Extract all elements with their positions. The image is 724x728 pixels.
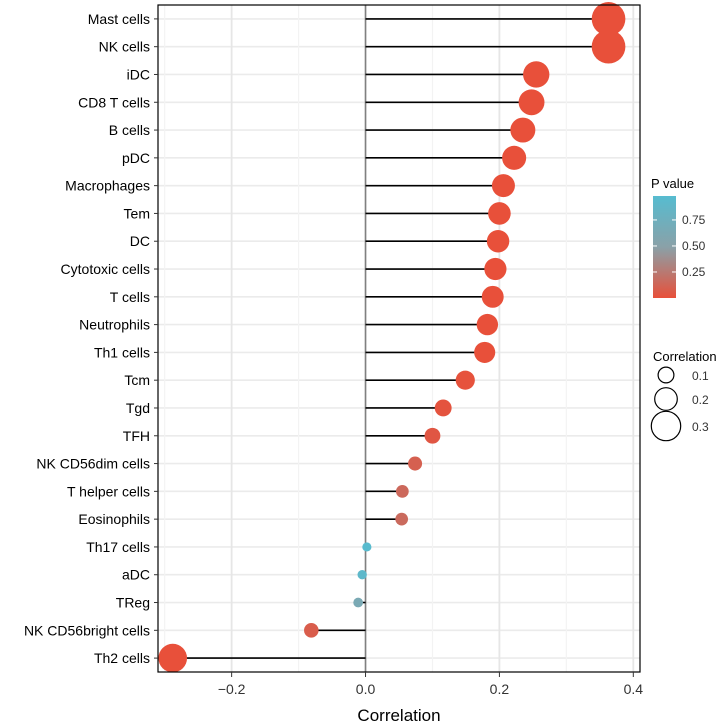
x-tick-label: 0.4 (624, 681, 644, 697)
plot-panel-background (158, 5, 640, 672)
lollipop-dot (353, 597, 364, 608)
x-tick-label: 0.0 (356, 681, 376, 697)
size-legend-items: 0.1 0.2 0.3 (650, 366, 709, 442)
lollipop-dot (484, 257, 507, 281)
size-legend-label: 0.2 (692, 393, 709, 407)
lollipop-dot (434, 399, 452, 417)
correlation-size-legend: Correlation 0.1 0.2 0.3 (650, 349, 717, 442)
category-label: DC (130, 233, 150, 249)
lollipop-dot (491, 174, 515, 198)
size-legend-circle (654, 387, 678, 411)
lollipop-dot (481, 285, 504, 308)
dot-layer (158, 2, 626, 673)
colorbar-tick-label: 0.50 (682, 239, 706, 253)
size-legend-label: 0.3 (692, 420, 709, 434)
category-label: NK CD56dim cells (36, 456, 150, 472)
category-label: NK cells (99, 39, 150, 55)
category-label: Th2 cells (94, 650, 150, 666)
lollipop-dot (518, 89, 545, 116)
category-label: Neutrophils (79, 317, 150, 333)
lollipop-dot (158, 643, 188, 673)
category-label: Th17 cells (86, 539, 150, 555)
category-label: T helper cells (67, 483, 150, 499)
lollipop-dot (362, 542, 372, 552)
stem-layer (172, 18, 609, 659)
x-tick-label: −0.2 (218, 681, 246, 697)
category-label: Tgd (126, 400, 150, 416)
category-label: Macrophages (65, 178, 150, 194)
p-value-legend: P value 0.75 0.50 0.25 (651, 176, 706, 298)
lollipop-dot (474, 341, 496, 363)
lollipop-dot (357, 570, 367, 580)
lollipop-dot (395, 512, 409, 526)
x-tick-label: 0.2 (490, 681, 510, 697)
category-label: NK CD56bright cells (24, 622, 150, 638)
lollipop-dot (502, 145, 527, 170)
size-legend-circle (650, 410, 682, 442)
category-label: Tem (124, 205, 150, 221)
category-label: TReg (116, 595, 150, 611)
category-label: Eosinophils (78, 511, 150, 527)
category-label: T cells (110, 289, 150, 305)
p-value-colorbar (653, 196, 676, 298)
size-legend-circle (657, 366, 675, 384)
category-label: Cytotoxic cells (61, 261, 150, 277)
plot-panel-border (157, 4, 641, 673)
lollipop-dot (591, 29, 626, 64)
p-value-legend-ticks: 0.75 0.50 0.25 (653, 213, 706, 279)
size-legend-label: 0.1 (692, 369, 709, 383)
lollipop-dot (523, 61, 550, 88)
x-axis-title: Correlation (357, 706, 440, 725)
category-label: B cells (109, 122, 150, 138)
lollipop-dot (486, 229, 510, 253)
lollipop-dot (476, 313, 499, 336)
x-axis-ticks: −0.2 0.0 0.2 0.4 (218, 672, 643, 697)
category-label: aDC (122, 567, 150, 583)
colorbar-tick-label: 0.75 (682, 213, 706, 227)
lollipop-dot (591, 2, 626, 36)
category-label: TFH (123, 428, 150, 444)
category-label: Th1 cells (94, 344, 150, 360)
size-legend-title: Correlation (653, 349, 717, 364)
category-labels: Mast cells NK cells iDC CD8 T cells B cells p… (24, 11, 158, 666)
lollipop-dot (395, 484, 409, 498)
category-label: iDC (127, 66, 150, 82)
colorbar-tick-label: 0.25 (682, 265, 706, 279)
category-label: CD8 T cells (78, 94, 150, 110)
lollipop-dot (424, 427, 441, 444)
lollipop-dot (455, 370, 475, 390)
lollipop-dot (304, 623, 319, 638)
category-label: Tcm (124, 372, 150, 388)
p-value-legend-title: P value (651, 176, 694, 191)
grid-layer (158, 5, 640, 672)
category-label: Mast cells (88, 11, 150, 27)
lollipop-dot (408, 456, 423, 471)
lollipop-dot (488, 202, 511, 225)
category-label: pDC (122, 150, 150, 166)
lollipop-dot (510, 117, 536, 143)
